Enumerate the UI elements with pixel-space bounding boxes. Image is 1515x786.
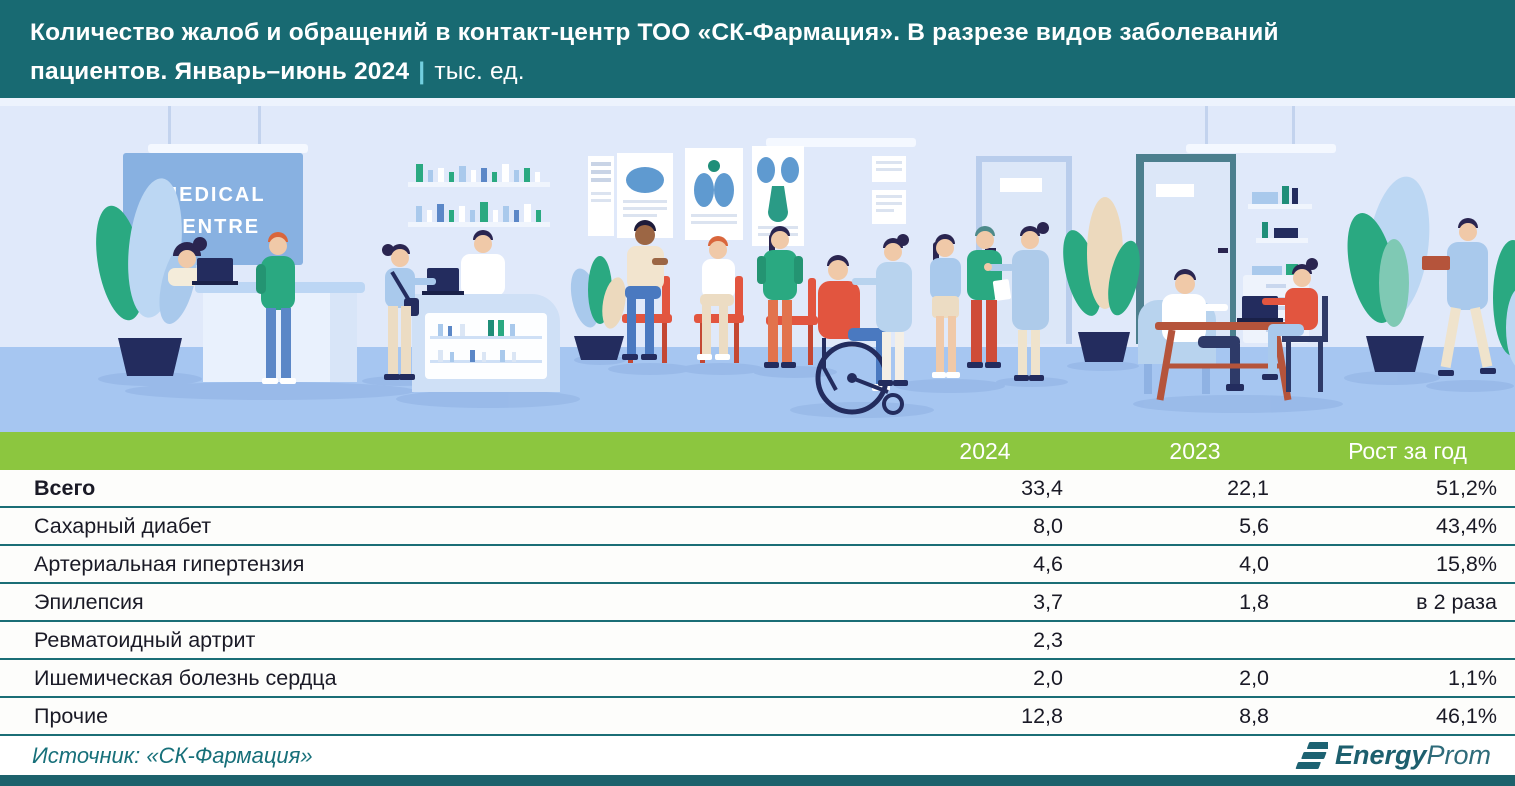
- plant-edge-right: [1493, 240, 1515, 366]
- ceiling-lights: [148, 106, 1336, 153]
- row-value-2024: 4,6: [1033, 551, 1063, 576]
- energyprom-logo: EnergyProm: [1292, 740, 1491, 772]
- bottom-bar: [0, 775, 1515, 786]
- row-value-growth: 15,8%: [1436, 551, 1497, 576]
- pharmacy-counter: [412, 268, 560, 392]
- clinic-scene-svg: MEDICAL CENTRE: [0, 98, 1515, 432]
- row-label: Ревматоидный артрит: [34, 627, 256, 652]
- waiting-plant: [570, 256, 626, 360]
- row-value-2024: 33,4: [1021, 475, 1063, 500]
- row-label: Артериальная гипертензия: [34, 551, 305, 576]
- row-value-2023: 1,8: [1239, 589, 1269, 614]
- clinic-illustration: MEDICAL CENTRE: [0, 98, 1515, 432]
- woman-blue-top: [930, 234, 961, 378]
- medical-posters: [588, 146, 906, 246]
- row-value-growth: 43,4%: [1436, 513, 1497, 538]
- table-row: Артериальная гипертензия 4,6 4,0 15,8%: [0, 546, 1515, 584]
- table-header-2023: 2023: [1169, 437, 1221, 464]
- row-label: Прочие: [34, 703, 109, 728]
- data-table: 2024 2023 Рост за год Всего 33,4 22,1 51…: [0, 432, 1515, 736]
- walking-doctor: [1422, 218, 1496, 376]
- row-value-growth: 51,2%: [1436, 475, 1497, 500]
- row-label: Ишемическая болезнь сердца: [34, 665, 337, 690]
- row-value-2024: 2,3: [1033, 627, 1063, 652]
- row-value-growth: в 2 раза: [1416, 589, 1497, 614]
- pharmacy-shelves: [408, 164, 550, 227]
- table-header-2024: 2024: [959, 437, 1011, 464]
- plant-center: [1063, 197, 1140, 362]
- man-green-sweater: [967, 226, 1012, 368]
- sign-text-line2: CENTRE: [166, 216, 260, 238]
- footer: Источник: «СК-Фармация» EnergyProm: [0, 736, 1515, 775]
- table-row: Ревматоидный артрит 2,3: [0, 622, 1515, 660]
- row-value-2023: 5,6: [1239, 513, 1269, 538]
- logo-energy: Energy: [1334, 740, 1427, 770]
- title-unit: тыс. ед.: [434, 58, 525, 86]
- row-value-2024: 2,0: [1033, 665, 1063, 690]
- row-value-growth: 1,1%: [1447, 665, 1497, 690]
- row-value-2023: 2,0: [1239, 665, 1269, 690]
- patient-sitting: [1262, 258, 1328, 392]
- table-header-row: 2024 2023 Рост за год: [0, 432, 1515, 470]
- table-row: Всего 33,4 22,1 51,2%: [0, 470, 1515, 508]
- row-value-2024: 12,8: [1021, 703, 1063, 728]
- row-label: Сахарный диабет: [34, 513, 212, 538]
- table-header-growth: Рост за год: [1348, 437, 1467, 464]
- pharmacist: [461, 230, 505, 296]
- row-value-2024: 3,7: [1033, 589, 1063, 614]
- logo-prom: Prom: [1426, 740, 1491, 770]
- title-separator: |: [418, 58, 426, 86]
- sign-text-line1: MEDICAL: [160, 184, 265, 206]
- doctor-at-door: [984, 222, 1049, 381]
- source-note: Источник: «СК-Фармация»: [32, 742, 313, 768]
- row-label: Всего: [34, 475, 96, 500]
- floor-shadows: [98, 355, 1514, 418]
- page-title-line2: пациентов. Январь–июнь 2024 | тыс. ед.: [30, 58, 525, 86]
- energyprom-logo-text: EnergyProm: [1335, 742, 1491, 769]
- table-row: Прочие 12,8 8,8 46,1%: [0, 698, 1515, 736]
- row-value-2024: 8,0: [1033, 513, 1063, 538]
- seated-patient-1: [622, 220, 668, 360]
- seated-patient-2: [697, 236, 735, 360]
- pharmacy-customer: [382, 244, 436, 380]
- page-title-line1: Количество жалоб и обращений в контакт-ц…: [30, 19, 1279, 46]
- table-body: Всего 33,4 22,1 51,2% Сахарный диабет 8,…: [0, 470, 1515, 736]
- patient-standing: [256, 232, 296, 384]
- table-row: Сахарный диабет 8,0 5,6 43,4%: [0, 508, 1515, 546]
- consult-table: [1155, 296, 1293, 401]
- row-value-growth: 46,1%: [1436, 703, 1497, 728]
- table-row: Ишемическая болезнь сердца 2,0 2,0 1,1%: [0, 660, 1515, 698]
- table-row: Эпилепсия 3,7 1,8 в 2 раза: [0, 584, 1515, 622]
- header-banner: Количество жалоб и обращений в контакт-ц…: [0, 0, 1515, 98]
- row-value-2023: 8,8: [1239, 703, 1269, 728]
- office-shelves: [1248, 186, 1312, 243]
- plant-right: [1347, 176, 1430, 372]
- row-label: Эпилепсия: [34, 589, 144, 614]
- energyprom-logo-icon: [1295, 741, 1328, 769]
- row-value-2023: 22,1: [1227, 475, 1269, 500]
- standing-woman-green: [757, 226, 803, 368]
- nurse-pushing: [852, 234, 912, 386]
- row-value-2023: 4,0: [1239, 551, 1269, 576]
